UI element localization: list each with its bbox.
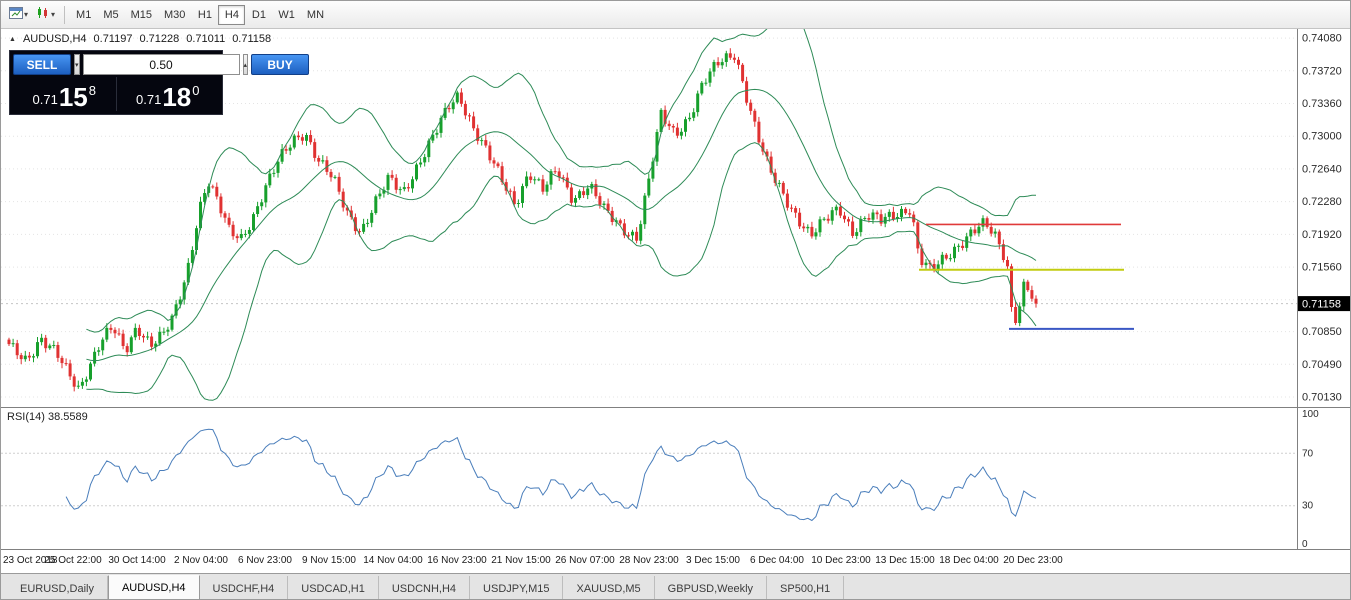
timeframe-button-m15[interactable]: M15 [130,8,152,21]
buy-button[interactable]: BUY [251,54,310,75]
chart-title: ▲ AUDUSD,H4 0.71197 0.71228 0.71011 0.71… [9,33,271,45]
svg-text:0.70130: 0.70130 [1302,392,1342,404]
chart-tab-audusd-h4[interactable]: AUDUSD,H4 [107,575,200,599]
time-label: 3 Dec 15:00 [686,555,740,566]
bid-price[interactable]: 0.71 15 8 [13,77,116,111]
chart-tab-gbpusd-weekly[interactable]: GBPUSD,Weekly [655,576,768,599]
chart-tab-usdjpy-m15[interactable]: USDJPY,M15 [470,576,564,599]
time-label: 9 Nov 15:00 [302,555,356,566]
svg-text:0.71920: 0.71920 [1302,229,1342,241]
svg-text:0.72640: 0.72640 [1302,163,1342,175]
ohlc-high: 0.71228 [139,33,180,45]
time-label: 18 Dec 04:00 [939,555,999,566]
svg-text:0.71158: 0.71158 [1302,299,1341,311]
chart-window-button[interactable]: ▾ [5,4,32,26]
svg-text:0: 0 [1302,539,1308,550]
rsi-indicator-label: RSI(14) 38.5589 [7,411,88,423]
sell-button[interactable]: SELL [13,54,71,75]
time-label: 28 Nov 23:00 [619,555,679,566]
chart-window-icon [9,6,23,24]
time-label: 6 Dec 04:00 [750,555,804,566]
one-click-trading-panel: SELL ▾ ▴ BUY 0.71 15 8 0.71 18 0 [9,50,310,115]
ask-price-point: 0 [192,83,200,98]
time-label: 14 Nov 04:00 [363,555,423,566]
indicators-button[interactable]: ▾ [32,4,59,26]
timeframe-button-h1[interactable]: H1 [197,8,212,21]
timeframe-button-m5[interactable]: M5 [103,8,119,21]
timeframe-button-m1[interactable]: M1 [76,8,92,21]
time-axis[interactable]: 23 Oct 2018 25 Oct 22:00 30 Oct 14:00 2 Nov… [1,549,1350,573]
chart-tab-eurusd-daily[interactable]: EURUSD,Daily [7,576,108,599]
caret-down-icon: ▾ [24,9,29,19]
timeframe-button-w1[interactable]: W1 [278,8,295,21]
chart-area[interactable]: 0.74080 0.73720 0.73360 0.73000 0.72640 0.722… [1,29,1351,407]
rsi-chart[interactable]: 100 70 30 0 [1,408,1351,550]
svg-text:0.74080: 0.74080 [1302,33,1342,45]
ohlc-close: 0.71158 [232,33,272,45]
caret-down-icon: ▾ [51,9,56,19]
svg-text:0.70490: 0.70490 [1302,359,1342,371]
main-chart[interactable]: 0.74080 0.73720 0.73360 0.73000 0.72640 0.722… [1,29,1351,407]
lot-increase-button[interactable]: ▴ [242,54,249,75]
lot-decrease-button[interactable]: ▾ [74,54,80,75]
title-marker-icon: ▲ [9,35,16,43]
one-click-prices: 0.71 15 8 0.71 18 0 [13,77,219,111]
one-click-controls: SELL ▾ ▴ BUY [13,54,310,75]
time-label: 30 Oct 14:00 [108,555,166,566]
ohlc-low: 0.71011 [186,33,226,45]
time-label: 10 Dec 23:00 [811,555,871,566]
bid-price-pips: 15 [58,82,88,112]
time-label: 21 Nov 15:00 [491,555,551,566]
ask-price-base: 0.71 [136,92,162,107]
svg-text:0.73000: 0.73000 [1302,131,1342,143]
chart-tabs: EURUSD,Daily AUDUSD,H4 USDCHF,H4 USDCAD,H1 U… [1,573,1350,599]
ohlc-open: 0.71197 [93,33,133,45]
svg-text:0.72280: 0.72280 [1302,196,1342,208]
timeframe-group: M1 M5 M15 M30 H1 H4 D1 W1 MN [70,4,330,25]
time-label: 6 Nov 23:00 [238,555,292,566]
time-label: 26 Nov 07:00 [555,555,615,566]
time-label: 16 Nov 23:00 [427,555,487,566]
bid-price-base: 0.71 [32,92,58,107]
time-label: 13 Dec 15:00 [875,555,935,566]
chart-tab-usdcnh-h4[interactable]: USDCNH,H4 [379,576,471,599]
svg-text:100: 100 [1302,409,1319,420]
chart-tab-sp500-h1[interactable]: SP500,H1 [767,576,845,599]
chart-tab-xauusd-m5[interactable]: XAUUSD,M5 [563,576,655,599]
chart-symbol-label: AUDUSD,H4 [22,33,87,45]
svg-text:0.70850: 0.70850 [1302,326,1342,338]
indicators-icon [36,6,50,24]
time-label: 25 Oct 22:00 [44,555,102,566]
rsi-panel[interactable]: 100 70 30 0 RSI(14) 38.5589 [1,407,1351,550]
time-label: 23 Oct 2018 [3,555,58,566]
chart-tab-usdchf-h4[interactable]: USDCHF,H4 [200,576,289,599]
ask-price[interactable]: 0.71 18 0 [117,77,220,111]
svg-text:30: 30 [1302,501,1314,512]
time-label: 20 Dec 23:00 [1003,555,1063,566]
svg-text:0.73360: 0.73360 [1302,98,1342,110]
svg-text:0.73720: 0.73720 [1302,65,1342,77]
toolbar-separator [64,5,66,24]
ask-price-pips: 18 [162,82,192,112]
bid-price-point: 8 [88,83,96,98]
time-label: 2 Nov 04:00 [174,555,228,566]
lot-size-input[interactable] [82,54,240,75]
timeframe-button-mn[interactable]: MN [306,8,325,21]
svg-text:0.71560: 0.71560 [1302,262,1342,274]
timeframe-button-d1[interactable]: D1 [251,8,266,21]
chart-tab-usdcad-h1[interactable]: USDCAD,H1 [288,576,379,599]
toolbar: ▾ ▾ M1 M5 M15 M30 H1 H4 D1 W1 MN [1,1,1350,29]
svg-text:70: 70 [1302,448,1314,459]
timeframe-button-m30[interactable]: M30 [164,8,186,21]
timeframe-button-h4[interactable]: H4 [218,4,246,25]
price-divider [115,77,117,111]
